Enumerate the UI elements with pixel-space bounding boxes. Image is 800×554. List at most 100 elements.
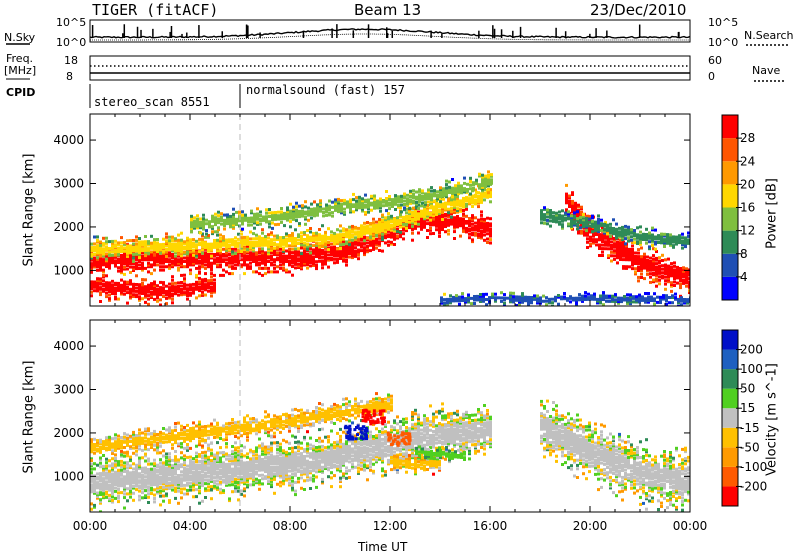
data-cell: [111, 457, 114, 461]
data-cell: [639, 230, 642, 234]
data-cell: [216, 253, 219, 256]
data-cell: [390, 232, 393, 236]
data-cell: [543, 221, 546, 225]
data-cell: [540, 217, 543, 221]
data-cell: [168, 266, 171, 270]
data-cell: [330, 233, 333, 237]
data-cell: [587, 296, 590, 300]
data-cell: [201, 239, 204, 243]
data-cell: [159, 293, 162, 297]
data-cell: [147, 283, 150, 287]
data-cell: [135, 481, 138, 485]
data-cell: [561, 209, 564, 213]
data-cell: [624, 233, 627, 237]
data-cell: [111, 462, 114, 466]
data-cell: [253, 214, 256, 218]
data-cell: [138, 467, 141, 470]
data-cell: [453, 209, 456, 213]
data-cell: [429, 206, 432, 210]
data-cell: [267, 241, 270, 245]
data-cell: [669, 235, 672, 239]
data-cell: [653, 302, 656, 306]
data-cell: [198, 475, 201, 479]
data-cell: [438, 229, 441, 233]
data-cell: [681, 236, 684, 240]
data-cell: [417, 231, 420, 235]
data-cell: [96, 472, 99, 476]
data-cell: [351, 235, 354, 239]
data-cell: [565, 208, 568, 212]
data-cell: [138, 286, 141, 290]
data-cell: [606, 228, 609, 232]
data-cell: [552, 214, 555, 218]
data-cell: [555, 211, 558, 215]
nsearch-tick-top: 10^5: [708, 16, 739, 29]
data-cell: [500, 299, 503, 303]
data-cell: [156, 446, 159, 450]
data-cell: [567, 212, 570, 216]
data-cell: [190, 216, 193, 220]
data-cell: [411, 214, 414, 218]
data-cell: [217, 214, 220, 218]
data-cell: [268, 208, 271, 211]
data-cell: [180, 273, 183, 277]
data-cell: [579, 219, 582, 223]
data-cell: [226, 213, 229, 217]
data-cell: [453, 219, 456, 223]
data-cell: [192, 457, 195, 461]
data-cell: [336, 254, 339, 257]
data-cell: [297, 252, 300, 256]
data-cell: [393, 220, 396, 224]
data-cell: [213, 273, 216, 277]
data-cell: [183, 492, 186, 496]
data-cell: [270, 233, 273, 236]
data-cell: [483, 219, 486, 223]
data-cell: [480, 195, 483, 199]
data-cell: [222, 247, 225, 251]
data-cell: [189, 285, 192, 289]
data-cell: [291, 261, 294, 265]
data-cell: [90, 285, 93, 289]
data-cell: [420, 227, 423, 231]
data-cell: [207, 235, 210, 239]
data-cell: [150, 246, 153, 250]
data-cell: [474, 221, 477, 225]
data-cell: [456, 225, 459, 229]
data-cell: [117, 470, 120, 474]
data-cell: [253, 221, 256, 225]
data-cell: [255, 263, 258, 267]
data-cell: [132, 242, 135, 246]
data-cell: [620, 296, 623, 300]
data-cell: [264, 261, 267, 265]
data-cell: [540, 221, 543, 225]
data-cell: [111, 479, 114, 483]
data-cell: [418, 193, 421, 197]
data-cell: [162, 249, 165, 253]
data-cell: [638, 300, 641, 304]
data-cell: [90, 254, 93, 258]
data-cell: [667, 257, 670, 261]
data-cell: [666, 240, 669, 244]
data-cell: [102, 279, 105, 283]
data-cell: [129, 258, 132, 262]
data-cell: [471, 233, 474, 237]
data-cell: [159, 461, 162, 465]
data-cell: [126, 253, 129, 257]
data-cell: [661, 253, 664, 257]
data-cell: [153, 476, 156, 480]
data-cell: [366, 229, 369, 233]
data-cell: [270, 270, 273, 274]
data-cell: [165, 483, 168, 487]
data-cell: [631, 267, 634, 271]
data-cell: [225, 254, 228, 258]
data-cell: [162, 258, 165, 262]
data-cell: [343, 211, 346, 214]
data-cell: [334, 200, 337, 204]
data-cell: [141, 242, 144, 246]
data-cell: [190, 228, 193, 232]
data-cell: [141, 247, 144, 251]
nsearch-series: [90, 33, 690, 41]
data-cell: [108, 256, 111, 260]
data-cell: [189, 256, 192, 260]
data-cell: [611, 296, 614, 300]
